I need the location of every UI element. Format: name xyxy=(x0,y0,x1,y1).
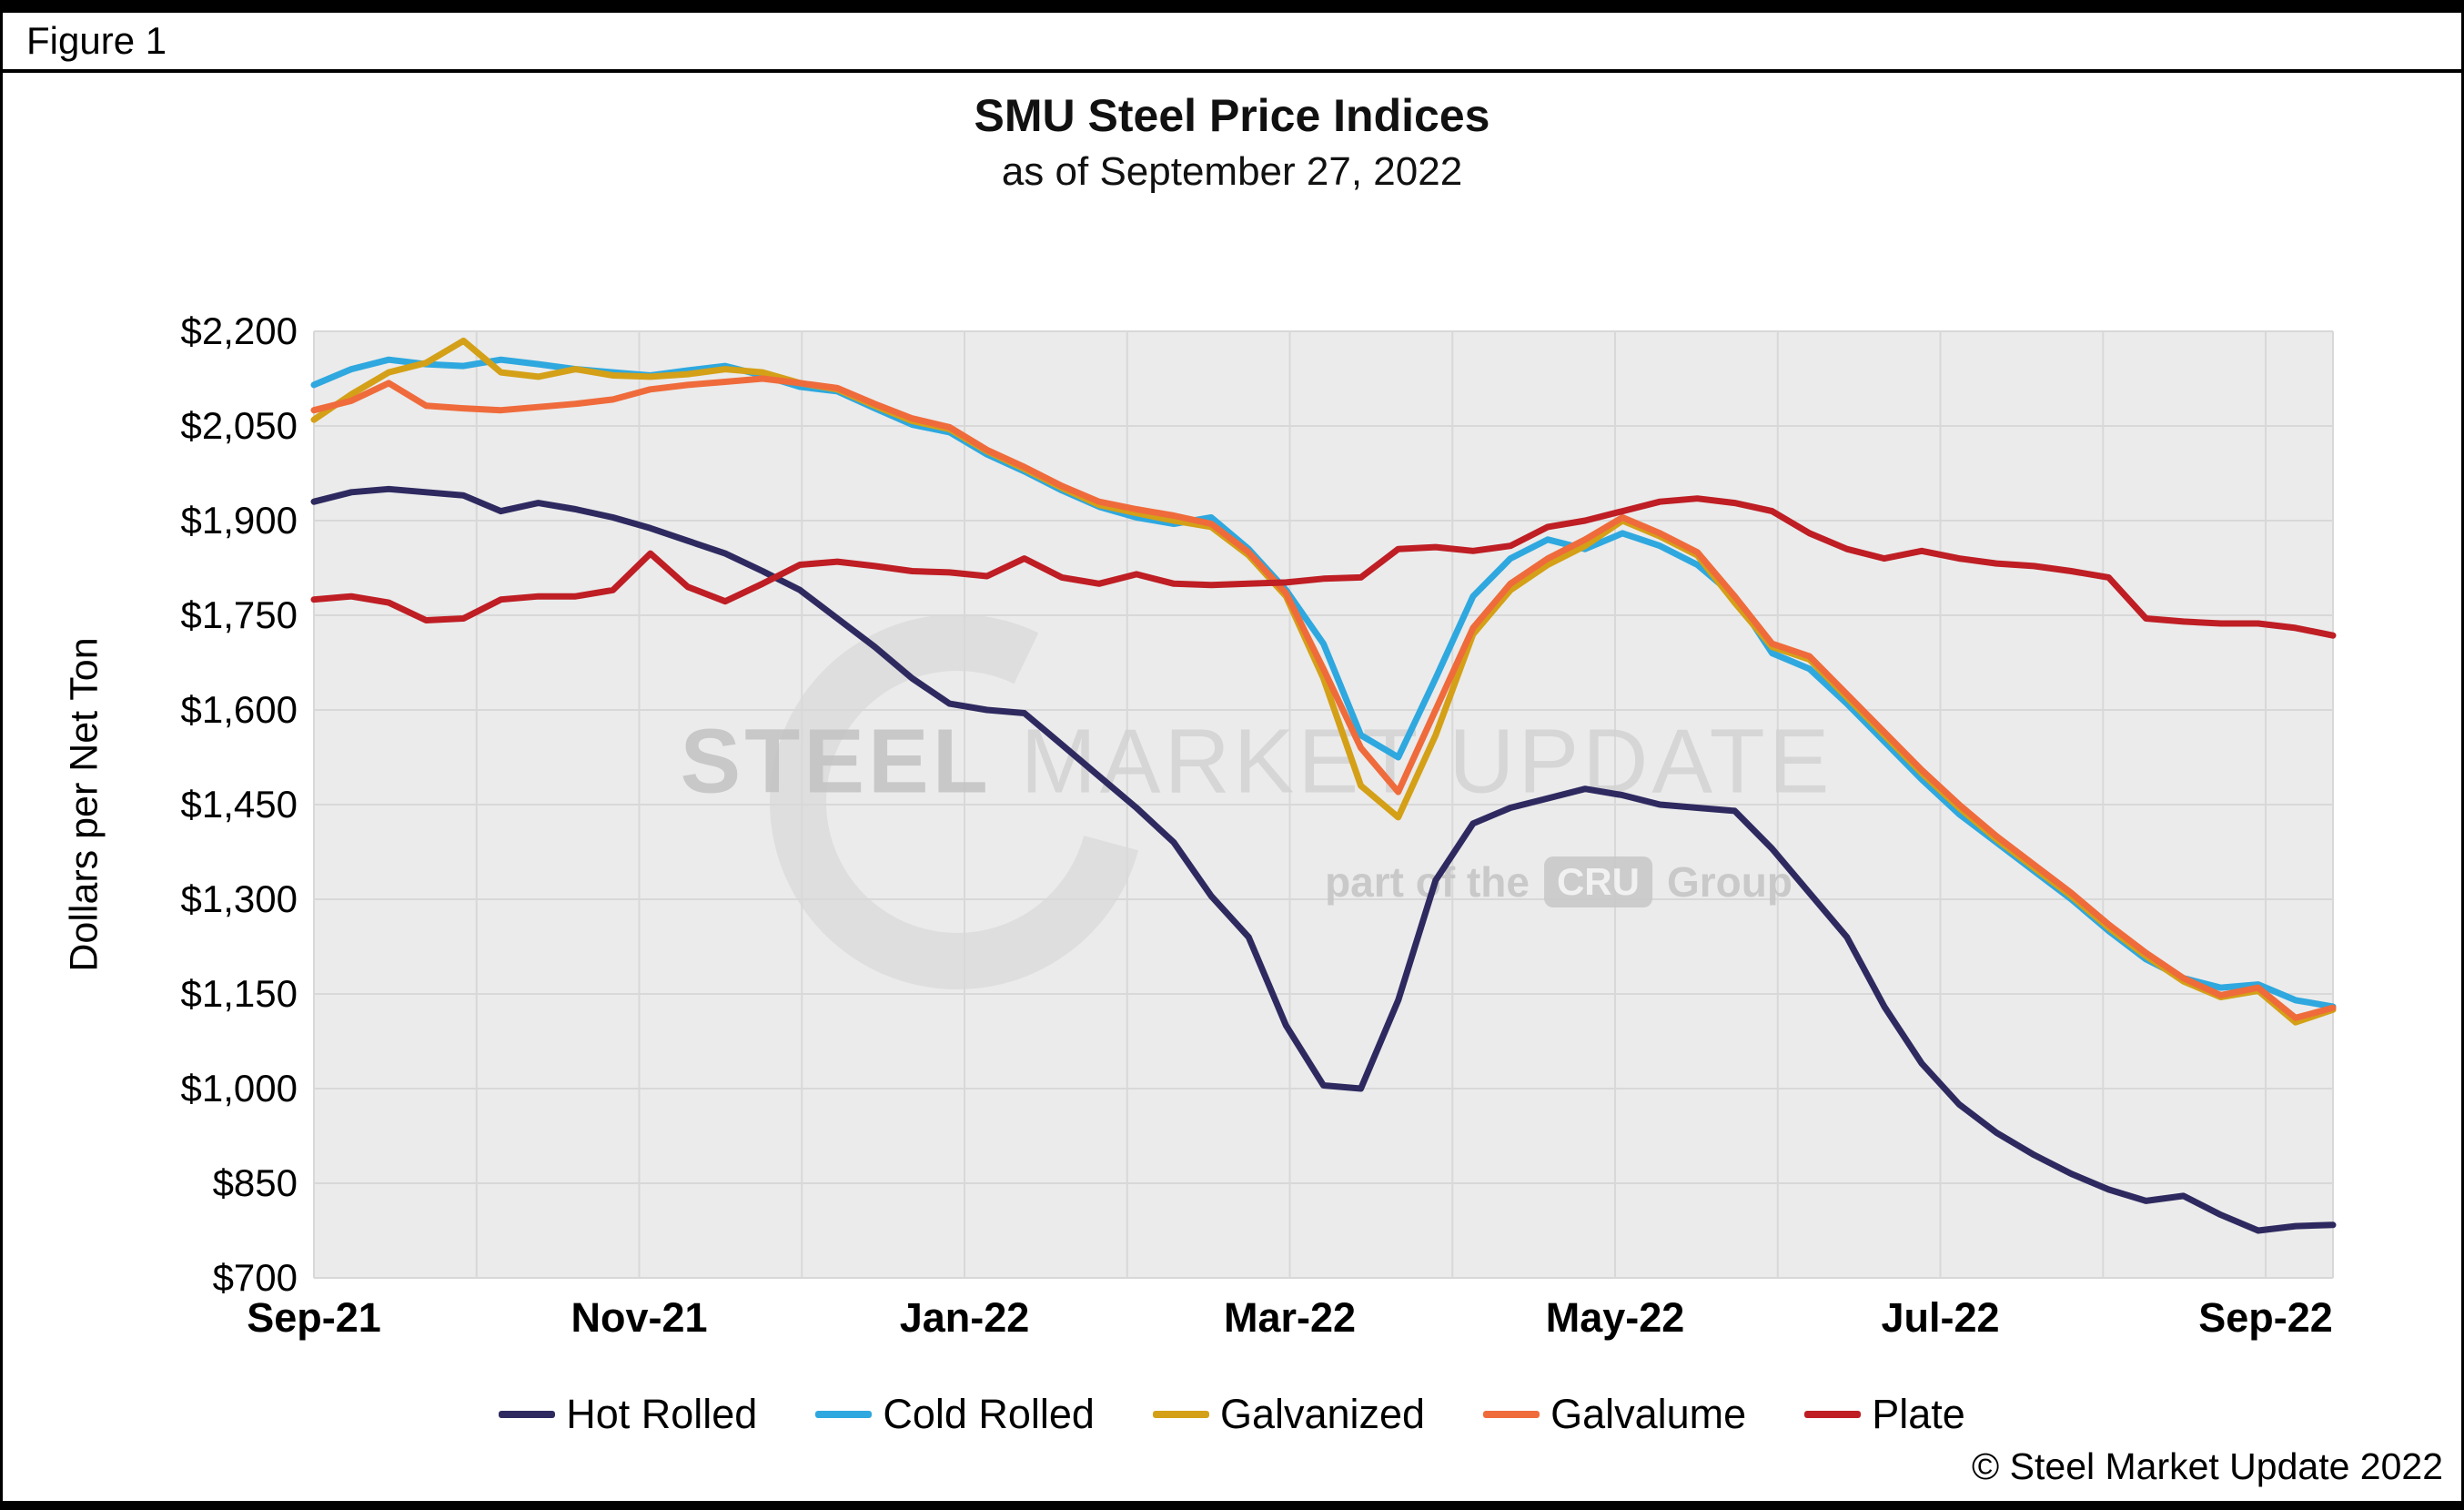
chart-area: SMU Steel Price Indices as of September … xyxy=(3,73,2461,1497)
x-tick-label: Sep-22 xyxy=(2198,1294,2333,1341)
x-tick-label: Mar-22 xyxy=(1223,1294,1357,1341)
figure-label: Figure 1 xyxy=(26,19,167,62)
y-tick-label: $850 xyxy=(212,1161,298,1204)
y-tick-label: $700 xyxy=(212,1256,298,1299)
y-axis-title: Dollars per Net Ton xyxy=(62,637,106,972)
chart-title: SMU Steel Price Indices xyxy=(974,90,1490,141)
cru-logo: CRU xyxy=(1543,856,1652,907)
figure-header: Figure 1 xyxy=(3,13,2461,73)
watermark-market-update: MARKET UPDATE xyxy=(991,710,1833,813)
x-tick-label: Sep-21 xyxy=(247,1294,381,1341)
legend-label: Plate xyxy=(1872,1391,1965,1437)
copyright-text: © Steel Market Update 2022 xyxy=(1972,1445,2443,1487)
x-tick-label: Nov-21 xyxy=(571,1294,708,1341)
x-tick-label: Jan-22 xyxy=(899,1294,1030,1341)
watermark-tagline: part of the CRU Group xyxy=(1325,856,1792,907)
y-tick-label: $1,150 xyxy=(180,972,298,1015)
legend-label: Galvalume xyxy=(1550,1391,1747,1437)
legend-swatch xyxy=(1483,1411,1540,1418)
y-tick-label: $1,000 xyxy=(180,1067,298,1110)
y-tick-label: $2,200 xyxy=(180,309,298,352)
legend-label: Hot Rolled xyxy=(566,1391,758,1437)
legend-item-galvalume: Galvalume xyxy=(1483,1391,1746,1438)
x-tick-label: May-22 xyxy=(1545,1294,1685,1341)
y-tick-label: $1,450 xyxy=(180,783,298,826)
x-tick-label: Jul-22 xyxy=(1881,1294,2000,1341)
legend-label: Cold Rolled xyxy=(883,1391,1095,1437)
watermark-text: STEEL MARKET UPDATE xyxy=(681,710,1833,815)
chart-titles: SMU Steel Price Indices as of September … xyxy=(3,89,2461,195)
legend-item-hot-rolled: Hot Rolled xyxy=(499,1391,757,1438)
y-tick-label: $1,750 xyxy=(180,593,298,636)
y-tick-label: $1,900 xyxy=(180,499,298,542)
legend-label: Galvanized xyxy=(1219,1391,1426,1437)
watermark-part-of-the: part of the xyxy=(1325,858,1530,906)
legend-item-cold-rolled: Cold Rolled xyxy=(815,1391,1095,1438)
watermark-steel: STEEL xyxy=(680,710,992,813)
legend-swatch xyxy=(815,1411,873,1418)
chart-legend: Hot Rolled Cold Rolled Galvanized Galvalume… xyxy=(3,1391,2461,1438)
legend-swatch xyxy=(1804,1411,1862,1418)
y-tick-label: $1,600 xyxy=(180,688,298,731)
legend-item-galvanized: Galvanized xyxy=(1152,1391,1426,1438)
legend-item-plate: Plate xyxy=(1804,1391,1965,1438)
y-tick-label: $1,300 xyxy=(180,877,298,920)
y-tick-label: $2,050 xyxy=(180,404,298,447)
legend-swatch xyxy=(1152,1411,1209,1418)
legend-swatch xyxy=(499,1411,556,1418)
watermark-group: Group xyxy=(1666,858,1792,906)
chart-subtitle: as of September 27, 2022 xyxy=(1001,149,1463,194)
